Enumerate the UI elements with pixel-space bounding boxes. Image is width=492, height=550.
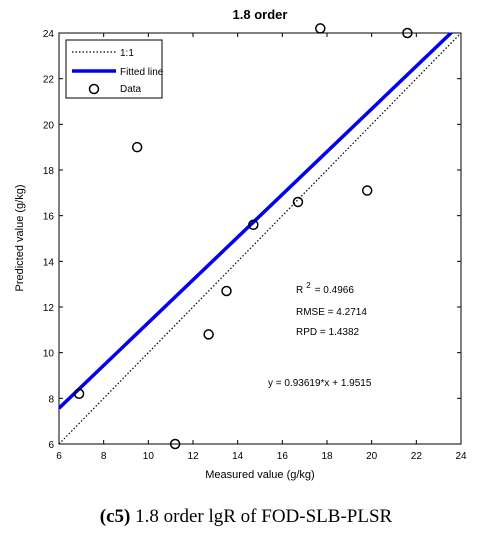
rmse-label: RMSE = 4.2714 xyxy=(296,307,367,318)
y-tick-label: 6 xyxy=(48,440,54,451)
data-point-3 xyxy=(169,438,181,450)
legend-box xyxy=(65,39,163,99)
legend-data-label: Data xyxy=(120,84,142,95)
y-axis-label: Predicted value (g/kg) xyxy=(14,185,26,292)
data-point-7 xyxy=(292,196,304,208)
x-tick-label: 22 xyxy=(411,451,423,462)
x-tick-label: 12 xyxy=(187,451,199,462)
x-tick-label: 24 xyxy=(455,451,467,462)
figure-caption: (c5) 1.8 order lgR of FOD-SLB-PLSR xyxy=(0,506,492,528)
y-tick-label: 20 xyxy=(43,120,55,131)
y-tick-label: 14 xyxy=(43,257,55,268)
stats-annotation: R 2 = 0.4966 RMSE = 4.2714 RPD = 1.4382 y … xyxy=(268,281,372,389)
data-point-4 xyxy=(203,329,214,340)
data-points xyxy=(73,23,413,450)
r2-value: = 0.4966 xyxy=(315,285,355,296)
fitted-line xyxy=(59,33,454,410)
x-tick-label: 10 xyxy=(143,451,155,462)
data-point-1 xyxy=(73,388,85,400)
fit-equation: y = 0.93619*x + 1.9515 xyxy=(268,378,372,389)
data-point-6 xyxy=(248,219,259,231)
x-tick-label: 6 xyxy=(56,451,62,462)
data-point-9 xyxy=(361,185,373,196)
data-point-8 xyxy=(315,23,326,34)
data-point-2 xyxy=(131,141,143,153)
y-tick-label: 10 xyxy=(43,349,55,360)
y-tick-label: 18 xyxy=(43,166,55,177)
legend-data-marker xyxy=(88,83,100,95)
x-tick-label: 14 xyxy=(232,451,244,462)
y-tick-label: 8 xyxy=(48,394,54,405)
scatter-chart: 1.8 order 6 8 10 12 14 16 18 20 22 24 6 8 10 12 14 16 18… xyxy=(14,7,467,481)
r2-symbol: R xyxy=(296,285,303,296)
caption-text: 1.8 order lgR of FOD-SLB-PLSR xyxy=(130,506,393,527)
y-tick-label: 16 xyxy=(43,212,55,223)
x-tick-label: 8 xyxy=(101,451,107,462)
legend: 1:1 Fitted line Data xyxy=(65,39,164,99)
x-tick-label: 16 xyxy=(277,451,289,462)
x-axis-label: Measured value (g/kg) xyxy=(205,469,314,481)
one-to-one-line xyxy=(59,33,461,444)
x-tick-label: 18 xyxy=(321,451,333,462)
chart-title: 1.8 order xyxy=(233,7,288,22)
r2-label: R 2 = 0.4966 xyxy=(296,281,354,296)
y-tick-label: 12 xyxy=(43,303,55,314)
rpd-label: RPD = 1.4382 xyxy=(296,327,360,338)
legend-one-to-one-label: 1:1 xyxy=(120,48,134,59)
legend-fitted-line-label: Fitted line xyxy=(120,67,164,78)
x-tick-label: 20 xyxy=(366,451,378,462)
caption-label: (c5) xyxy=(99,506,131,527)
data-point-5 xyxy=(221,285,232,297)
y-tick-label: 22 xyxy=(43,75,55,86)
y-tick-label: 24 xyxy=(43,29,55,40)
data-point-10 xyxy=(402,27,413,39)
r2-superscript: 2 xyxy=(306,281,311,290)
